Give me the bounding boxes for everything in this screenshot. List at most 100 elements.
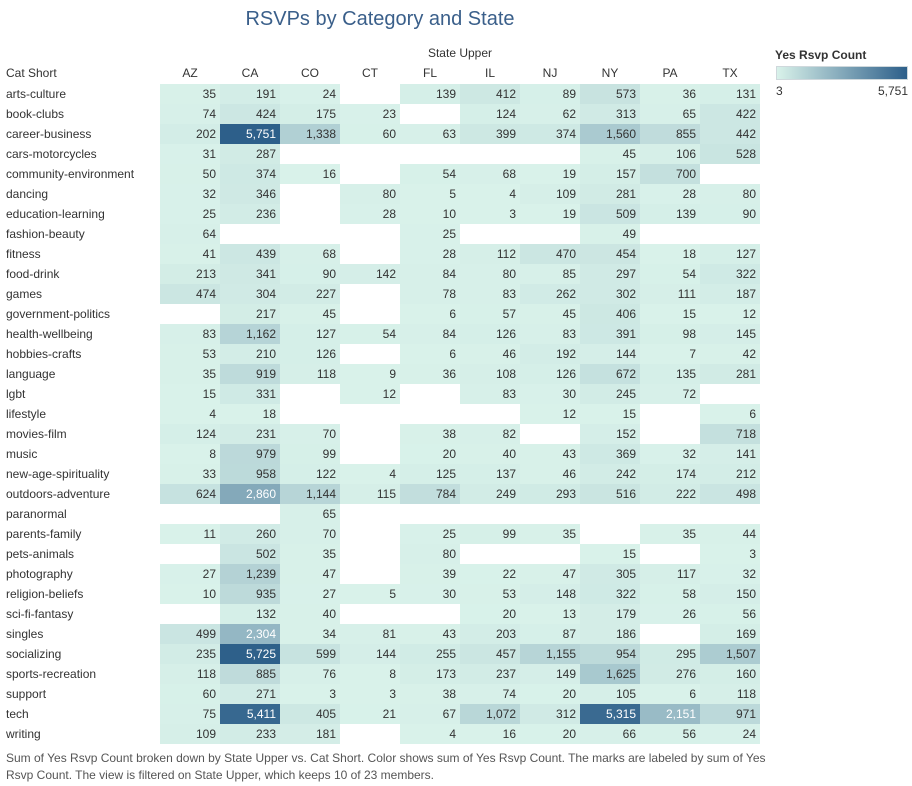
heatmap-cell: 1,144 xyxy=(280,484,340,504)
heatmap-cell: 16 xyxy=(280,164,340,184)
heatmap-cell: 99 xyxy=(460,524,520,544)
heatmap-cell: 174 xyxy=(640,464,700,484)
heatmap-cell: 67 xyxy=(400,704,460,724)
heatmap-cell: 6 xyxy=(400,304,460,324)
heatmap-cell: 83 xyxy=(520,324,580,344)
heatmap-cell: 10 xyxy=(400,204,460,224)
heatmap-cell: 111 xyxy=(640,284,700,304)
heatmap-cell: 35 xyxy=(640,524,700,544)
heatmap-cell: 87 xyxy=(520,624,580,644)
heatmap-cell: 35 xyxy=(520,524,580,544)
heatmap-cell: 84 xyxy=(400,264,460,284)
heatmap-cell: 83 xyxy=(460,284,520,304)
heatmap-cell: 276 xyxy=(640,664,700,684)
heatmap-cell: 281 xyxy=(580,184,640,204)
heatmap-cell: 260 xyxy=(220,524,280,544)
heatmap-cell: 126 xyxy=(520,364,580,384)
heatmap-cell: 528 xyxy=(700,144,760,164)
heatmap-cell: 255 xyxy=(400,644,460,664)
heatmap-cell: 439 xyxy=(220,244,280,264)
heatmap-cell: 599 xyxy=(280,644,340,664)
heatmap-cell: 233 xyxy=(220,724,280,744)
row-label-dancing: dancing xyxy=(6,187,49,201)
row-label-education-learning: education-learning xyxy=(6,207,105,221)
heatmap-cell: 15 xyxy=(640,304,700,324)
heatmap-cell: 405 xyxy=(280,704,340,724)
heatmap-cell: 90 xyxy=(700,204,760,224)
heatmap-cell: 20 xyxy=(460,604,520,624)
heatmap-cell: 499 xyxy=(160,624,220,644)
row-label-movies-film: movies-film xyxy=(6,427,67,441)
heatmap-cell: 32 xyxy=(640,444,700,464)
heatmap-cell: 35 xyxy=(280,544,340,564)
row-label-socializing: socializing xyxy=(6,647,62,661)
heatmap-cell: 509 xyxy=(580,204,640,224)
heatmap-cell: 18 xyxy=(220,404,280,424)
column-header-pa: PA xyxy=(662,66,678,80)
heatmap-cell: 81 xyxy=(340,624,400,644)
heatmap-cell: 181 xyxy=(280,724,340,744)
heatmap-cell: 26 xyxy=(640,604,700,624)
heatmap-cell: 374 xyxy=(520,124,580,144)
heatmap-cell: 1,162 xyxy=(220,324,280,344)
row-header-label: Cat Short xyxy=(6,66,57,80)
heatmap-cell: 958 xyxy=(220,464,280,484)
heatmap-cell: 245 xyxy=(580,384,640,404)
heatmap-cell: 3 xyxy=(700,544,760,564)
heatmap-cell: 30 xyxy=(400,584,460,604)
heatmap-cell: 54 xyxy=(340,324,400,344)
heatmap-cell: 141 xyxy=(700,444,760,464)
heatmap-cell: 217 xyxy=(220,304,280,324)
column-header-nj: NJ xyxy=(542,66,558,80)
heatmap-cell: 80 xyxy=(700,184,760,204)
heatmap-cell: 15 xyxy=(160,384,220,404)
heatmap-cell: 70 xyxy=(280,524,340,544)
row-label-food-drink: food-drink xyxy=(6,267,60,281)
heatmap-cell: 19 xyxy=(520,204,580,224)
heatmap-cell: 80 xyxy=(340,184,400,204)
heatmap-cell: 40 xyxy=(280,604,340,624)
heatmap-cell: 24 xyxy=(280,84,340,104)
row-label-language: language xyxy=(6,367,56,381)
row-label-health-wellbeing: health-wellbeing xyxy=(6,327,93,341)
row-label-singles: singles xyxy=(6,627,44,641)
legend-color-ramp xyxy=(776,66,908,80)
heatmap-cell: 1,155 xyxy=(520,644,580,664)
heatmap-cell: 44 xyxy=(700,524,760,544)
heatmap-cell: 5,751 xyxy=(220,124,280,144)
row-label-cars-motorcycles: cars-motorcycles xyxy=(6,147,97,161)
heatmap-cell: 919 xyxy=(220,364,280,384)
heatmap-cell: 21 xyxy=(340,704,400,724)
heatmap-cell: 135 xyxy=(640,364,700,384)
heatmap-cell: 305 xyxy=(580,564,640,584)
heatmap-cell: 45 xyxy=(580,144,640,164)
heatmap-cell: 27 xyxy=(160,564,220,584)
heatmap-cell: 43 xyxy=(400,624,460,644)
heatmap-cell: 75 xyxy=(160,704,220,724)
heatmap-cell: 47 xyxy=(280,564,340,584)
heatmap-cell: 50 xyxy=(160,164,220,184)
heatmap-cell: 35 xyxy=(160,364,220,384)
heatmap-cell: 6 xyxy=(400,344,460,364)
heatmap-cell: 65 xyxy=(640,104,700,124)
heatmap-cell: 12 xyxy=(700,304,760,324)
heatmap-cell: 122 xyxy=(280,464,340,484)
heatmap-cell: 108 xyxy=(460,364,520,384)
heatmap-cell: 36 xyxy=(640,84,700,104)
heatmap-cell: 235 xyxy=(160,644,220,664)
heatmap-cell: 5,411 xyxy=(220,704,280,724)
heatmap-cell: 202 xyxy=(160,124,220,144)
heatmap-cell: 20 xyxy=(400,444,460,464)
heatmap-cell: 149 xyxy=(520,664,580,684)
heatmap-cell: 132 xyxy=(220,604,280,624)
row-label-fitness: fitness xyxy=(6,247,41,261)
heatmap-cell: 56 xyxy=(700,604,760,624)
row-label-support: support xyxy=(6,687,47,701)
heatmap-cell: 12 xyxy=(520,404,580,424)
heatmap-cell: 5 xyxy=(340,584,400,604)
row-label-community-environment: community-environment xyxy=(6,167,135,181)
heatmap-cell: 502 xyxy=(220,544,280,564)
heatmap-cell: 28 xyxy=(340,204,400,224)
heatmap-cell: 10 xyxy=(160,584,220,604)
heatmap-cell: 287 xyxy=(220,144,280,164)
